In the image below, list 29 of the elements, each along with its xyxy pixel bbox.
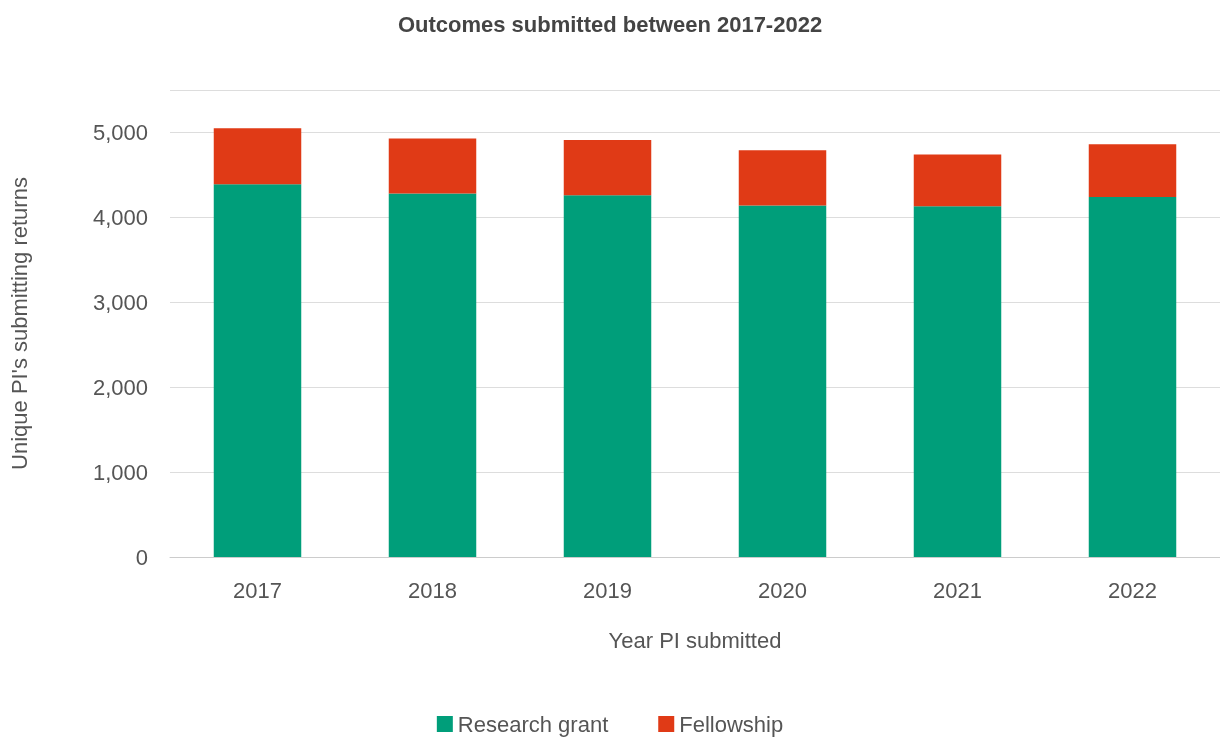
y-axis-title: Unique PI's submitting returns bbox=[6, 177, 32, 470]
x-tick-label: 2020 bbox=[758, 577, 807, 603]
legend-label: Fellowship bbox=[679, 711, 784, 737]
y-tick-label: 3,000 bbox=[92, 289, 148, 315]
y-tick-label: 1,000 bbox=[92, 459, 148, 485]
y-tick-label: 0 bbox=[135, 544, 148, 570]
y-tick-label: 2,000 bbox=[92, 374, 148, 400]
bar bbox=[1088, 196, 1177, 557]
bar bbox=[913, 206, 1002, 557]
x-tick-label: 2021 bbox=[933, 577, 982, 603]
bar bbox=[1088, 144, 1177, 197]
x-tick-label: 2017 bbox=[233, 577, 282, 603]
chart-title: Outcomes submitted between 2017-2022 bbox=[397, 11, 823, 37]
bar bbox=[738, 150, 827, 206]
bar bbox=[738, 205, 827, 557]
bar bbox=[563, 195, 652, 557]
legend-label: Research grant bbox=[457, 711, 609, 737]
bar bbox=[213, 184, 302, 557]
x-tick-label: 2019 bbox=[583, 577, 632, 603]
x-tick-label: 2018 bbox=[408, 577, 457, 603]
y-tick-label: 4,000 bbox=[92, 204, 148, 230]
bar bbox=[388, 138, 477, 194]
bar bbox=[563, 140, 652, 196]
bar bbox=[388, 193, 477, 557]
x-tick-label: 2022 bbox=[1108, 577, 1157, 603]
bar bbox=[913, 154, 1002, 207]
x-axis-title: Year PI submitted bbox=[608, 627, 782, 653]
y-tick-label: 5,000 bbox=[92, 119, 148, 145]
bar bbox=[213, 128, 302, 185]
